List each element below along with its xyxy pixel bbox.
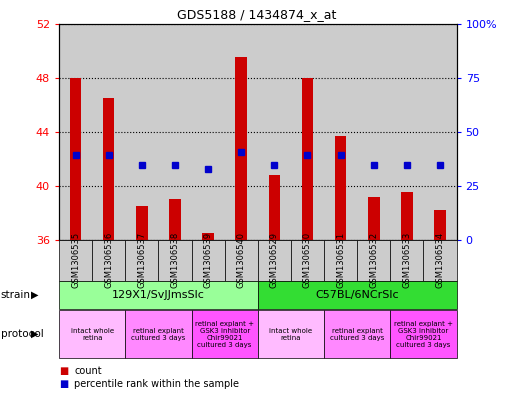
Bar <box>357 24 390 240</box>
Bar <box>268 175 280 240</box>
Text: GSM1306540: GSM1306540 <box>236 232 246 288</box>
Text: GSM1306530: GSM1306530 <box>303 232 312 288</box>
Text: retinal explant +
GSK3 inhibitor
Chir99021
cultured 3 days: retinal explant + GSK3 inhibitor Chir990… <box>394 321 453 347</box>
Text: ▶: ▶ <box>31 290 38 300</box>
Bar <box>92 24 125 240</box>
Text: GSM1306537: GSM1306537 <box>137 232 146 288</box>
Bar <box>103 98 114 240</box>
Bar <box>159 24 191 240</box>
Bar <box>401 193 412 240</box>
Text: 129X1/SvJJmsSlc: 129X1/SvJJmsSlc <box>112 290 205 300</box>
Bar <box>169 199 181 240</box>
Bar <box>390 24 423 240</box>
Text: C57BL/6NCrSlc: C57BL/6NCrSlc <box>315 290 399 300</box>
Text: percentile rank within the sample: percentile rank within the sample <box>74 379 240 389</box>
Text: count: count <box>74 366 102 376</box>
Bar <box>423 24 457 240</box>
Text: ▶: ▶ <box>31 329 38 339</box>
Bar <box>191 24 225 240</box>
Bar <box>324 24 357 240</box>
Text: GDS5188 / 1434874_x_at: GDS5188 / 1434874_x_at <box>177 8 336 21</box>
Text: GSM1306535: GSM1306535 <box>71 232 80 288</box>
Bar <box>70 78 82 240</box>
Text: GSM1306534: GSM1306534 <box>436 232 444 288</box>
Bar <box>125 24 159 240</box>
Bar <box>136 206 148 240</box>
Bar <box>302 78 313 240</box>
Bar <box>202 233 214 240</box>
Text: retinal explant
cultured 3 days: retinal explant cultured 3 days <box>131 327 186 341</box>
Bar <box>434 210 446 240</box>
Bar <box>368 196 380 240</box>
Text: GSM1306533: GSM1306533 <box>402 232 411 288</box>
Text: intact whole
retina: intact whole retina <box>269 327 312 341</box>
Bar <box>291 24 324 240</box>
Text: GSM1306532: GSM1306532 <box>369 232 378 288</box>
Text: protocol: protocol <box>1 329 43 339</box>
Bar <box>59 24 92 240</box>
Text: intact whole
retina: intact whole retina <box>71 327 114 341</box>
Text: retinal explant
cultured 3 days: retinal explant cultured 3 days <box>330 327 384 341</box>
Text: GSM1306529: GSM1306529 <box>270 232 279 288</box>
Bar <box>235 57 247 240</box>
Text: GSM1306538: GSM1306538 <box>170 232 180 288</box>
Text: GSM1306536: GSM1306536 <box>104 232 113 288</box>
Bar <box>335 136 346 240</box>
Text: retinal explant +
GSK3 inhibitor
Chir99021
cultured 3 days: retinal explant + GSK3 inhibitor Chir990… <box>195 321 254 347</box>
Bar <box>258 24 291 240</box>
Text: ■: ■ <box>59 366 68 376</box>
Text: ■: ■ <box>59 379 68 389</box>
Text: GSM1306539: GSM1306539 <box>204 232 212 288</box>
Text: GSM1306531: GSM1306531 <box>336 232 345 288</box>
Text: strain: strain <box>1 290 30 300</box>
Bar <box>225 24 258 240</box>
